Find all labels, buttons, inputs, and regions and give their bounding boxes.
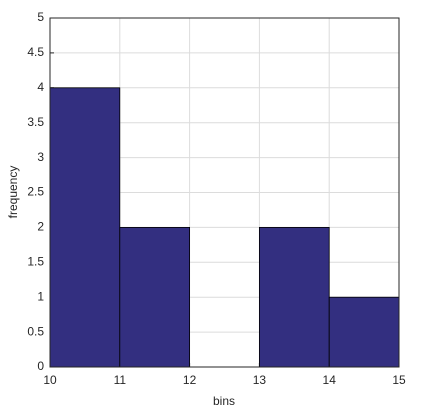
y-tick-label: 3.5	[27, 115, 44, 129]
x-tick-label: 11	[114, 373, 127, 387]
y-tick-label: 2	[37, 220, 44, 234]
y-tick-label: 1.5	[27, 254, 44, 268]
x-axis-label: bins	[213, 394, 235, 408]
bar	[119, 226, 191, 368]
x-tick-label: 10	[43, 373, 57, 387]
y-tick-label: 0.5	[27, 324, 44, 338]
x-tick-label: 12	[183, 373, 197, 387]
y-tick-label: 3	[37, 150, 44, 164]
bar	[258, 226, 330, 368]
y-tick-label: 4.5	[27, 45, 44, 59]
y-tick-label: 5	[37, 10, 44, 24]
y-tick-label: 0	[37, 359, 44, 373]
x-tick-label: 14	[323, 373, 337, 387]
bar	[328, 296, 400, 368]
x-tick-label: 15	[392, 373, 406, 387]
plot-border	[49, 17, 400, 368]
y-tick-label: 1	[37, 289, 44, 303]
y-tick-label: 4	[37, 80, 44, 94]
x-tick-label: 13	[253, 373, 267, 387]
y-tick-label: 2.5	[27, 185, 44, 199]
bar	[49, 87, 121, 368]
y-axis-label: frequency	[6, 166, 20, 219]
